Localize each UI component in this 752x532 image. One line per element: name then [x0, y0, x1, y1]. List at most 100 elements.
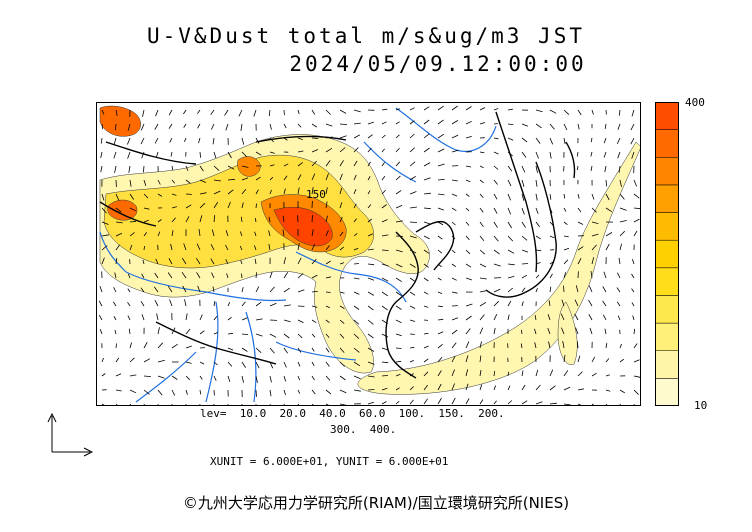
wind-arrow: [605, 193, 610, 201]
wind-arrow: [493, 151, 499, 155]
wind-arrow: [563, 285, 565, 293]
wind-arrow: [633, 389, 639, 395]
wind-arrow: [297, 319, 304, 323]
wind-arrow: [493, 235, 499, 242]
wind-arrow: [255, 301, 262, 307]
wind-arrow: [381, 361, 389, 364]
wind-arrow: [521, 263, 529, 265]
wind-arrow: [255, 389, 257, 397]
wind-arrow: [437, 383, 442, 391]
wind-arrow: [211, 229, 215, 237]
wind-arrow: [618, 165, 621, 173]
wind-arrow: [167, 285, 173, 293]
copyright-notice: ©九州大学応用力学研究所(RIAM)/国立環境研究所(NIES): [182, 494, 570, 512]
wind-arrow: [465, 221, 470, 226]
wind-arrow: [100, 165, 103, 173]
wind-arrow: [367, 190, 371, 195]
wind-arrow: [633, 359, 640, 363]
wind-arrow: [353, 375, 361, 380]
wind-arrow: [198, 137, 201, 144]
wind-arrow: [101, 234, 109, 237]
wind-arrow: [269, 286, 275, 293]
wind-arrow: [521, 235, 528, 241]
wind-arrow: [115, 357, 120, 363]
wind-arrow: [535, 123, 542, 129]
wind-arrow: [185, 361, 192, 364]
wind-arrow: [603, 271, 607, 279]
wind-arrow: [283, 319, 291, 323]
wind-arrow: [549, 273, 553, 279]
wind-arrow: [451, 179, 458, 182]
wind-arrow: [254, 245, 257, 251]
wind-arrow: [409, 399, 414, 405]
wind-arrow: [507, 263, 515, 266]
wind-arrow: [240, 216, 243, 223]
wind-arrow: [576, 165, 579, 171]
wind-arrow: [563, 235, 569, 238]
wind-arrow: [325, 333, 330, 338]
wind-arrow: [195, 257, 201, 265]
wind-arrow: [395, 360, 402, 363]
wind-arrow: [170, 151, 173, 157]
wind-arrow: [409, 249, 417, 254]
wind-arrow: [140, 300, 145, 307]
wind-arrow: [101, 123, 103, 130]
wind-arrow: [101, 245, 108, 251]
wind-arrow: [507, 371, 509, 377]
wind-arrow: [255, 318, 263, 321]
wind-arrow: [339, 375, 346, 381]
legend-levels-2: 300. 400.: [330, 423, 397, 436]
wind-arrow: [155, 258, 159, 265]
wind-arrow: [283, 188, 286, 195]
wind-arrow: [437, 277, 442, 281]
wind-arrow: [143, 342, 148, 349]
wind-arrow: [409, 291, 416, 296]
wind-arrow: [199, 202, 206, 209]
wind-arrow: [129, 357, 135, 363]
wind-arrow: [465, 207, 470, 212]
wind-arrow: [549, 193, 552, 200]
wind-arrow: [113, 137, 117, 145]
wind-arrow: [563, 355, 566, 363]
wind-arrow: [213, 375, 217, 381]
wind-arrow: [465, 165, 472, 168]
wind-arrow: [423, 263, 429, 268]
wind-arrow: [465, 136, 472, 139]
wind-arrow: [367, 147, 372, 153]
wind-arrow: [574, 299, 579, 307]
wind-arrow: [213, 300, 216, 307]
wind-arrow: [423, 358, 429, 363]
wind-arrow: [254, 258, 257, 265]
wind-arrow: [227, 361, 233, 367]
wind-arrow: [381, 134, 386, 139]
wind-arrow: [451, 291, 458, 294]
wind-arrow: [423, 106, 430, 111]
wind-arrow: [171, 375, 178, 380]
wind-arrow: [590, 137, 593, 143]
wind-arrow: [451, 369, 455, 377]
wind-arrow: [227, 189, 234, 195]
wind-arrow: [297, 389, 301, 394]
wind-arrow: [534, 342, 537, 349]
wind-arrow: [199, 330, 205, 335]
wind-arrow: [633, 179, 637, 187]
wind-arrow: [353, 189, 357, 195]
wind-arrow: [605, 179, 607, 187]
wind-arrow: [549, 385, 556, 391]
wind-arrow: [605, 358, 610, 363]
wind-arrow: [239, 245, 243, 251]
wind-arrow: [535, 288, 538, 293]
wind-arrow: [169, 299, 173, 307]
wind-arrow: [423, 192, 431, 195]
wind-arrow: [213, 201, 219, 209]
wind-arrow: [521, 287, 526, 293]
wind-arrow: [353, 218, 357, 223]
wind-arrow: [591, 257, 595, 265]
wind-arrow: [451, 397, 456, 405]
wind-arrow: [239, 231, 243, 237]
wind-arrow: [353, 174, 357, 181]
wind-arrow: [311, 137, 319, 139]
wind-arrow: [493, 314, 498, 321]
wind-arrow: [339, 160, 344, 167]
contour-label: 150: [306, 188, 326, 201]
